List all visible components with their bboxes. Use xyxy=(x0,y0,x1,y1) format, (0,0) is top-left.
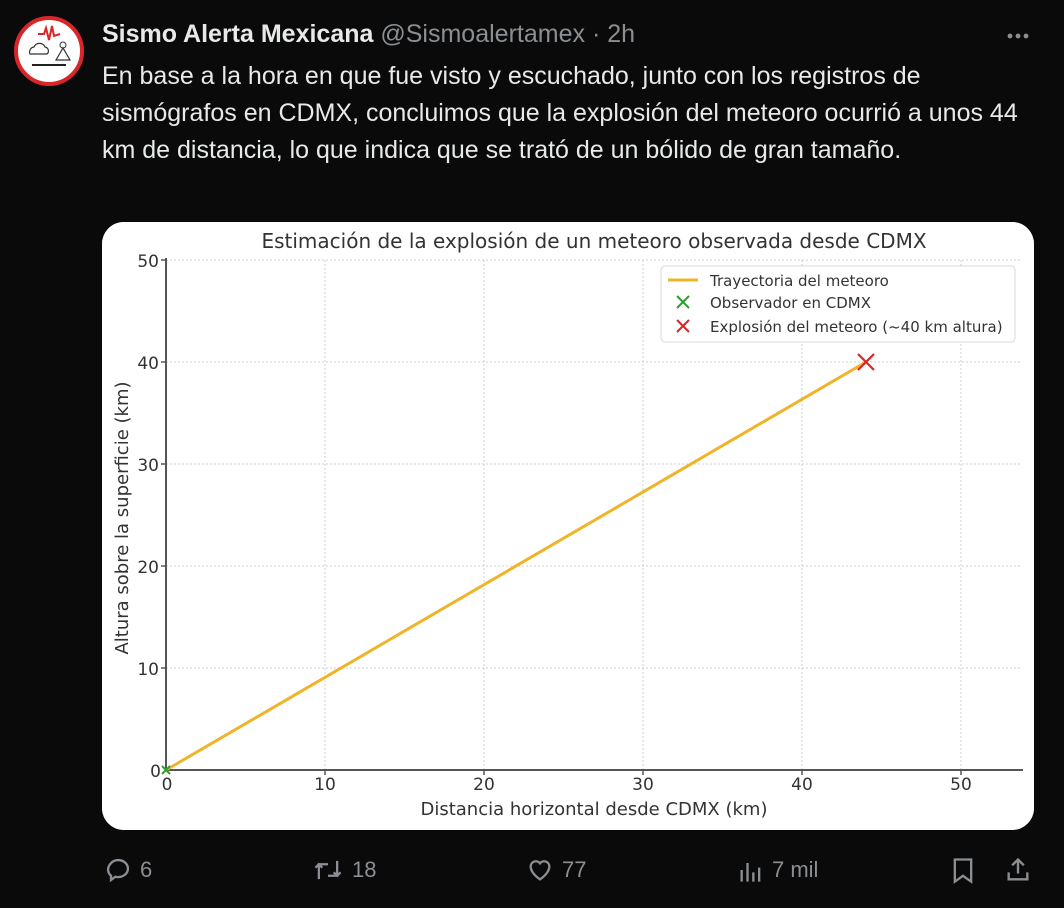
trajectory-line xyxy=(165,360,867,772)
tweet-text: En base a la hora en que fue visto y esc… xyxy=(102,62,1018,164)
tweet-header: Sismo Alerta Mexicana @Sismoalertamex · … xyxy=(102,18,635,50)
svg-text:20: 20 xyxy=(473,775,495,795)
observer-marker xyxy=(161,765,171,775)
y-axis-label: Altura sobre la superficie (km) xyxy=(112,381,133,654)
svg-text:50: 50 xyxy=(950,775,972,795)
author-handle[interactable]: @Sismoalertamex xyxy=(380,20,585,48)
speech-bubble-icon xyxy=(106,858,130,883)
action-bar: 6 18 77 7 mil xyxy=(0,848,1064,896)
explosion-marker xyxy=(857,353,875,371)
svg-text:30: 30 xyxy=(137,456,159,476)
x-tick-labels: 0 10 20 30 40 50 xyxy=(162,775,972,795)
grid xyxy=(166,259,1022,770)
bookmark-button[interactable] xyxy=(950,856,976,884)
views-count: 7 mil xyxy=(772,857,819,882)
more-horizontal-icon xyxy=(1007,33,1029,39)
svg-text:10: 10 xyxy=(314,775,336,795)
svg-text:40: 40 xyxy=(791,775,813,795)
svg-text:Trayectoria del meteoro: Trayectoria del meteoro xyxy=(709,272,889,290)
sismo-logo-icon xyxy=(28,24,72,66)
svg-text:0: 0 xyxy=(162,775,173,795)
retweet-button[interactable]: 18 xyxy=(312,856,376,884)
share-button[interactable] xyxy=(1004,856,1032,884)
y-tick-labels: 50 40 30 20 10 0 xyxy=(137,252,161,782)
svg-text:10: 10 xyxy=(137,660,159,680)
svg-text:20: 20 xyxy=(137,558,159,578)
separator: · xyxy=(591,20,601,48)
like-button[interactable]: 77 xyxy=(526,856,586,884)
reply-count: 6 xyxy=(140,857,153,882)
avatar[interactable] xyxy=(14,16,84,86)
svg-text:Explosión del meteoro (~40 km: Explosión del meteoro (~40 km altura) xyxy=(710,318,1003,336)
views-button[interactable]: 7 mil xyxy=(738,856,818,884)
more-options-button[interactable] xyxy=(1004,24,1034,44)
svg-text:0: 0 xyxy=(150,762,161,782)
heart-icon xyxy=(529,860,551,881)
chart-title: Estimación de la explosión de un meteoro… xyxy=(261,229,926,253)
svg-text:50: 50 xyxy=(137,252,159,272)
timestamp[interactable]: 2h xyxy=(607,20,636,48)
retweet-arrows-icon xyxy=(314,860,342,880)
retweet-count: 18 xyxy=(352,857,377,882)
x-axis-label: Distancia horizontal desde CDMX (km) xyxy=(420,799,767,820)
legend: Trayectoria del meteoro Observador en CD… xyxy=(660,265,1016,343)
reply-button[interactable]: 6 xyxy=(104,856,152,884)
svg-text:30: 30 xyxy=(632,775,654,795)
bookmark-icon xyxy=(953,858,973,884)
bar-chart-icon xyxy=(740,863,761,882)
author-name[interactable]: Sismo Alerta Mexicana xyxy=(102,20,374,48)
svg-text:40: 40 xyxy=(137,354,159,374)
like-count: 77 xyxy=(562,857,587,882)
chart-image[interactable]: Estimación de la explosión de un meteoro… xyxy=(102,222,1034,830)
svg-text:Observador en CDMX: Observador en CDMX xyxy=(710,294,871,312)
share-upload-icon xyxy=(1007,857,1029,881)
chart: Estimación de la explosión de un meteoro… xyxy=(102,222,1034,830)
